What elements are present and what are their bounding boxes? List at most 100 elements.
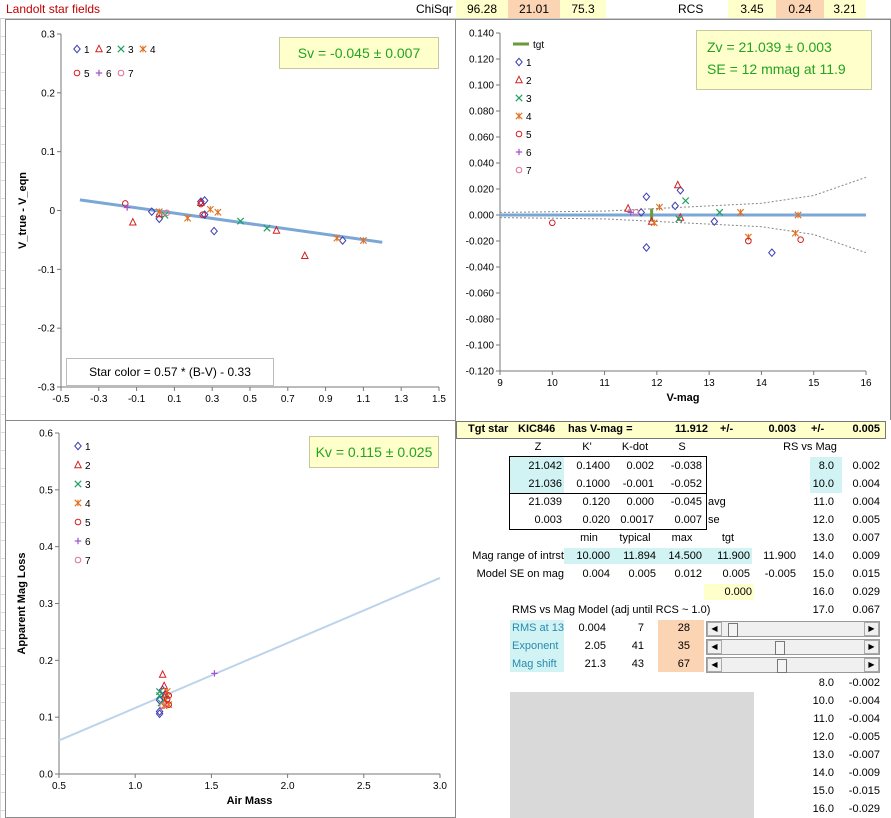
rms-at-13-scroll-right-icon[interactable]: ▶ [864,622,879,636]
kv-legend-label-4: 4 [85,499,91,510]
rs-value-cell: 0.067 [852,604,880,616]
rcs-label: RCS [678,2,704,16]
zv-series-4-point [736,208,745,216]
chisqr-value-3[interactable]: 75.3 [560,0,606,18]
sv-legend-label-5: 5 [84,69,90,80]
kv-series-7-point-shape [159,702,166,710]
kv-legend-label-6: 6 [85,537,91,548]
range-max[interactable]: 14.500 [668,550,702,562]
zv-series-5-point [745,237,752,245]
kv-legend-marker-3-shape [74,480,82,488]
zv-legend-label-2: 2 [526,76,532,87]
coef-r1-kdot[interactable]: 0.002 [626,460,654,472]
sv-legend-marker-7 [117,69,125,77]
coef-r2-kdot[interactable]: -0.001 [622,478,654,490]
zv-series-1-point [710,217,719,226]
sv-y-tick-label: 0.1 [41,147,55,158]
rms-at-13-scroll-thumb[interactable] [728,623,738,637]
range-min[interactable]: 10.000 [576,550,610,562]
exponent-scroll-thumb[interactable] [775,641,785,655]
mag-shift-scroll-thumb[interactable] [777,659,787,673]
sv-series-1-point [147,207,156,217]
kv-chart[interactable]: 0.6 0.5 0.4 0.3 0.2 0.1 0.0 0.5 1.0 1.5 2.0 2.5 3.0 1… [5,420,456,818]
model-se-tgt-2: -0.005 [764,568,796,580]
zv-x-tick-label: 14 [756,378,768,389]
zv-y-tick-label: -0.080 [466,315,495,326]
zv-chart[interactable]: 0.140 0.120 0.100 0.080 0.060 0.040 0.020 0.000… [455,19,891,421]
rcs-value-1[interactable]: 3.45 [728,0,776,18]
zv-legend-label-5: 5 [526,130,532,141]
coef-r2-k[interactable]: 0.1000 [576,478,610,490]
rs-mag-cell[interactable]: 8.0 [818,460,834,472]
rs-mag-cell: 15.0 [812,568,834,580]
sv-y-tick-label: -0.1 [38,265,56,276]
chisqr-value-2[interactable]: 21.01 [508,0,560,18]
exponent-v3[interactable]: 35 [677,640,690,652]
lower-value-cell: -0.004 [848,713,880,725]
zv-y-tick-label: 0.020 [469,185,494,196]
kv-legend-marker-6 [74,537,82,545]
sv-chart[interactable]: 0.3 0.2 0.1 0 -0.1 -0.2 -0.3 -0.5 -0.3 -0.1 0.1 0.3… [5,19,456,421]
lower-value-cell: -0.029 [848,803,880,815]
zv-legend-marker-3 [515,94,523,102]
mag-shift-scroll-left-icon[interactable]: ◀ [707,658,722,672]
model-se-min: 0.004 [582,568,610,580]
coef-r1-s[interactable]: -0.038 [670,460,702,472]
sv-series-1-point [210,226,218,236]
lower-value-cell: -0.002 [848,677,880,689]
rms-at-13-scrollbar[interactable]: ◀ ▶ [706,621,880,637]
rs-value-cell: 0.015 [852,568,880,580]
coef-avg-kdot: 0.000 [626,496,654,508]
zv-legend-label-7: 7 [526,166,532,177]
zv-series-3-point-shape [681,197,690,205]
sv-y-tick-label: 0 [49,206,55,217]
rs-mag-cell[interactable]: 10.0 [812,478,834,490]
range-tgt[interactable]: 11.900 [717,550,750,562]
mag-shift-scroll-right-icon[interactable]: ▶ [864,658,879,672]
lower-mag-cell: 13.0 [812,749,834,761]
kv-legend-label-1: 1 [85,442,91,453]
mag-shift-scrollbar[interactable]: ◀ ▶ [706,657,880,673]
mag-shift-v3[interactable]: 67 [677,658,690,670]
chisqr-value-1[interactable]: 96.28 [456,0,508,18]
sv-legend-label-3: 3 [128,45,134,56]
rms-label-cells [510,620,564,672]
sv-series-1-point-shape [155,214,164,224]
zv-legend-marker-4 [515,112,523,120]
sv-series-5-point-shape [199,211,207,218]
kv-legend-marker-5-shape [74,518,82,526]
coef-r1-k[interactable]: 0.1400 [576,460,610,472]
sv-legend-marker-7-shape [117,69,125,77]
kv-chart-svg: 0.60.50.40.30.20.10.00.5 1.0 1.5 2.0 2.5 3.01… [16,429,447,808]
zv-legend-marker-1-shape [515,57,523,67]
exponent-scroll-right-icon[interactable]: ▶ [864,640,879,654]
exponent-scroll-left-icon[interactable]: ◀ [707,640,722,654]
sv-x-tick-label: 0.1 [167,394,181,405]
zv-y-tick-label: -0.020 [466,237,495,248]
kv-series-1-point-shape [155,709,164,719]
sv-chart-svg: 0.30.20.10-0.1-0.2-0.3-0.5 -0.3 -0.1 0.1 0.3… [17,30,446,406]
sv-x-tick-label: -0.3 [90,394,108,405]
rms-at-13-v3[interactable]: 28 [677,622,690,634]
rcs-value-3[interactable]: 3.21 [824,0,866,18]
coef-r2-s[interactable]: -0.052 [670,478,702,490]
zv-series-1-point [642,243,651,252]
kv-legend-label-3: 3 [85,480,91,491]
rcs-value-2[interactable]: 0.24 [776,0,824,18]
coef-r2-z[interactable]: 21.036 [528,478,562,490]
lower-value-cell: -0.009 [848,767,880,779]
sv-series-4-point [155,208,163,216]
sv-legend-marker-4 [139,45,147,53]
lower-mag-cell: 15.0 [812,785,834,797]
kv-legend-marker-1 [74,441,82,451]
exponent-scrollbar[interactable]: ◀ ▶ [706,639,880,655]
range-typical[interactable]: 11.894 [623,550,656,562]
rms-at-13-scroll-left-icon[interactable]: ◀ [707,622,722,636]
zv-series-5-point [548,219,556,227]
sv-series-6-point [123,204,131,211]
kv-y-tick-label: 0.5 [39,485,53,496]
target-name[interactable]: KIC846 [518,423,556,435]
coef-r1-z[interactable]: 21.042 [528,460,562,472]
sv-series-2-point [196,198,205,207]
zv-y-tick-label: -0.120 [466,367,495,378]
